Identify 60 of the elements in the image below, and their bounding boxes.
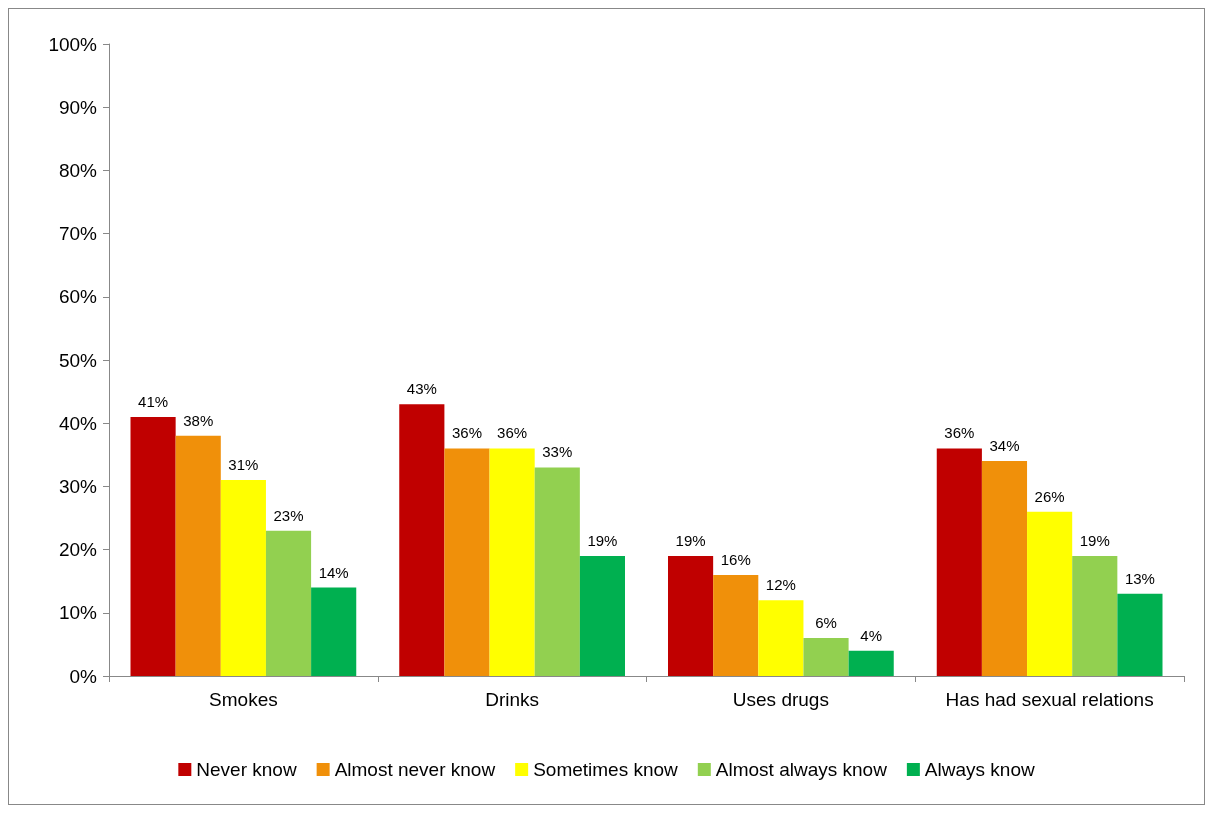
x-tick-label: Drinks [485,689,540,710]
data-label: 12% [765,576,796,594]
bar [534,467,580,676]
bar [444,448,490,676]
y-tick-label: 40% [58,412,98,434]
y-tick-label: 50% [58,349,98,371]
y-tick-label: 30% [58,475,98,497]
data-label: 23% [273,506,304,524]
data-label: 31% [228,456,259,474]
y-tick-label: 60% [58,286,98,308]
bar [1027,511,1073,676]
bar [1072,555,1118,676]
bar [758,600,804,676]
y-tick-label: 90% [58,96,98,118]
bar [713,574,759,676]
bar [175,435,221,676]
data-label: 41% [138,392,169,410]
legend-label: Almost never know [334,759,496,780]
bar [489,448,535,676]
bar [668,555,714,676]
data-label: 14% [318,563,349,581]
data-label: 43% [406,380,437,398]
legend-label: Almost always know [715,759,888,780]
x-tick-label: Smokes [209,689,278,710]
data-label: 6% [815,614,837,632]
x-tick-label: Uses drugs [732,689,829,710]
data-label: 34% [989,437,1020,455]
bar [220,480,266,676]
bar [936,448,982,676]
bar [311,587,357,676]
data-label: 19% [675,531,706,549]
bar [399,404,445,676]
data-label: 36% [451,424,482,442]
legend-label: Never know [196,759,297,780]
data-label: 33% [542,443,573,461]
legend-label: Always know [924,759,1035,780]
y-tick-label: 0% [69,665,98,687]
x-tick-label: Has had sexual relations [945,689,1154,710]
bar [848,650,894,676]
data-label: 36% [944,424,975,442]
data-label: 26% [1034,487,1065,505]
data-label: 19% [587,531,618,549]
data-label: 16% [720,550,751,568]
data-label: 4% [860,626,883,644]
y-tick-label: 100% [48,33,98,55]
y-tick-label: 20% [58,539,98,561]
bar [265,530,312,676]
bar [803,638,849,676]
data-label: 36% [497,424,528,442]
bar [1117,593,1163,676]
y-tick-label: 70% [58,223,98,245]
bar [130,416,176,676]
bar [579,555,625,676]
y-tick-label: 80% [58,159,98,181]
data-label: 13% [1124,569,1155,587]
bar [981,461,1028,676]
y-tick-label: 10% [58,602,98,624]
data-label: 19% [1079,531,1110,549]
data-label: 38% [183,411,214,429]
legend-label: Sometimes know [533,759,679,780]
